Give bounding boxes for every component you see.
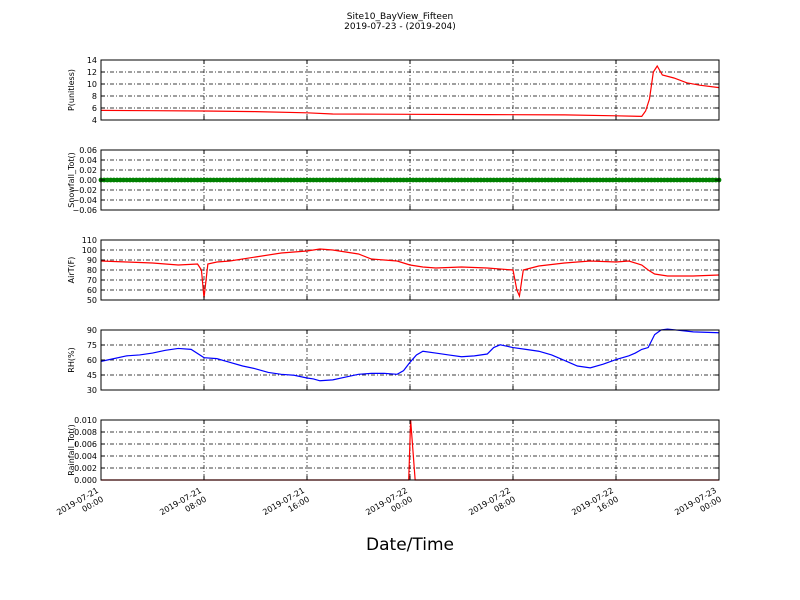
panel-p: 4 6 8 10 12 14 P(unitless) (67, 56, 720, 125)
y-tick-label: 60 (87, 356, 97, 365)
y-tick-label: 12 (87, 68, 97, 77)
y-tick-label: 90 (87, 256, 97, 265)
y-tick-label: 80 (87, 266, 97, 275)
y-tick-label: 0.002 (74, 464, 97, 473)
y-tick-label: 4 (92, 116, 97, 125)
y-tick-label: −0.06 (72, 206, 97, 215)
x-axis-label: Date/Time (366, 535, 454, 555)
y-tick-label: 10 (87, 80, 97, 89)
y-tick-label: 0.006 (74, 440, 97, 449)
y-tick-label: 8 (92, 92, 97, 101)
panel-rainfall: 0.000 0.002 0.004 0.006 0.008 0.010Rainfall_T… (67, 416, 720, 485)
y-tick-label: 0.000 (74, 476, 97, 485)
y-axis-label: Rainfall_Tot() (67, 424, 76, 476)
x-tick-labels: 2019-07-2100:00 2019-07-2108:00 2019-07-21… (55, 486, 723, 526)
series-line (100, 328, 720, 382)
y-tick-label: 0.02 (79, 166, 97, 175)
x-tick-label: 2019-07-2108:00 (158, 486, 208, 526)
y-tick-label: 0.004 (74, 452, 97, 461)
y-tick-label: 70 (87, 276, 97, 285)
chart-title: Site10_BayView_Fifteen (347, 12, 453, 22)
y-axis-label: RH(%) (67, 347, 76, 372)
y-tick-label: 0.00 (79, 176, 97, 185)
x-tick-label: 2019-07-2300:00 (673, 486, 723, 526)
y-tick-label: 0.010 (74, 416, 97, 425)
x-tick-label: 2019-07-2216:00 (570, 486, 620, 526)
x-tick-label: 2019-07-2200:00 (364, 486, 414, 526)
series-line (100, 64, 720, 118)
y-tick-label: 6 (92, 104, 97, 113)
y-tick-label: 90 (87, 326, 97, 335)
y-axis-label: P(unitless) (67, 69, 76, 111)
chart-subtitle: 2019-07-23 - (2019-204) (344, 22, 456, 32)
y-tick-label: 0.008 (74, 428, 97, 437)
y-tick-label: −0.04 (72, 196, 97, 205)
y-tick-label: 75 (87, 341, 97, 350)
x-tick-label: 2019-07-2100:00 (55, 486, 105, 526)
y-axis-label: AirT(F) (67, 257, 76, 284)
x-tick-label: 2019-07-2116:00 (261, 486, 311, 526)
y-tick-label: 0.06 (79, 146, 97, 155)
panel-snowfall: −0.06−0.04−0.020.000.020.040.06Snowfall_… (67, 146, 722, 215)
y-tick-label: 60 (87, 286, 97, 295)
y-tick-label: −0.02 (72, 186, 97, 195)
y-tick-label: 14 (87, 56, 97, 65)
y-tick-label: 100 (82, 246, 97, 255)
y-tick-label: 0.04 (79, 156, 97, 165)
y-tick-label: 30 (87, 386, 97, 395)
y-tick-label: 45 (87, 371, 97, 380)
x-tick-label: 2019-07-2208:00 (467, 486, 517, 526)
y-axis-label: Snowfall_Tot() (67, 152, 76, 208)
y-tick-label: 110 (82, 236, 97, 245)
panel-rh: 30 45 60 75 90 RH(%) (67, 326, 720, 395)
series-line (100, 248, 720, 299)
y-tick-label: 50 (87, 296, 97, 305)
